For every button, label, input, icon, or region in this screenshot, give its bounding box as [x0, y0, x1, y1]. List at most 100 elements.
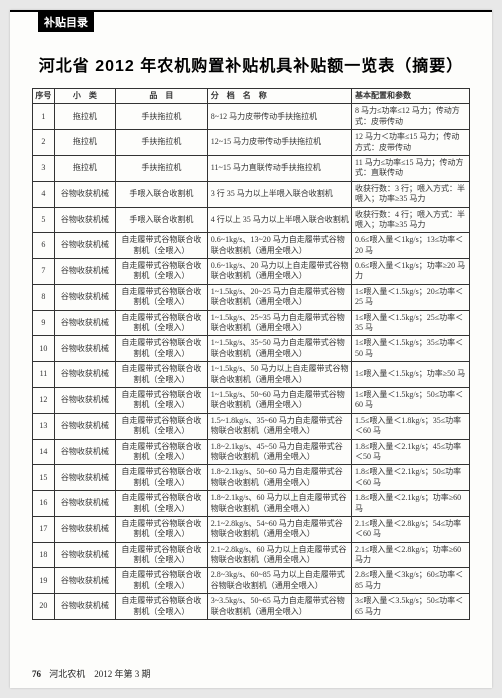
cell-prod: 自走履带式谷物联合收割机（全喂入）	[116, 284, 208, 310]
cell-conf: 1≤喂入量＜1.5kg/s；35≤功率＜50 马	[351, 336, 469, 362]
cell-prod: 手喂入联合收割机	[116, 181, 208, 207]
col-head-seq: 序号	[33, 89, 55, 104]
page-footer: 76 河北农机 2012 年第 3 期	[32, 667, 151, 680]
cell-cat: 谷物收获机械	[54, 284, 115, 310]
cell-prod: 自走履带式谷物联合收割机（全喂入）	[116, 336, 208, 362]
header-tab: 补贴目录	[38, 12, 94, 32]
cell-conf: 收获行数：3 行；喂入方式：半喂入；功率≥35 马力	[351, 181, 469, 207]
cell-cat: 谷物收获机械	[54, 542, 115, 568]
table-row: 7谷物收获机械自走履带式谷物联合收割机（全喂入）0.6~1kg/s、20 马力以…	[33, 259, 470, 285]
cell-spec: 3~3.5kg/s、50~65 马力自走履带式谷物联合收割机（通用全喂入）	[207, 594, 351, 620]
cell-prod: 手扶拖拉机	[116, 155, 208, 181]
cell-prod: 自走履带式谷物联合收割机（全喂入）	[116, 439, 208, 465]
cell-cat: 谷物收获机械	[54, 259, 115, 285]
table-row: 1拖拉机手扶拖拉机8~12 马力皮带传动手扶拖拉机8 马力≤功率≤12 马力；传…	[33, 104, 470, 130]
cell-conf: 12 马力＜功率≤15 马力；传动方式：皮带传动	[351, 130, 469, 156]
cell-cat: 拖拉机	[54, 104, 115, 130]
table-row: 17谷物收获机械自走履带式谷物联合收割机（全喂入）2.1~2.8kg/s、54~…	[33, 516, 470, 542]
col-head-prod: 品 目	[116, 89, 208, 104]
table-row: 13谷物收获机械自走履带式谷物联合收割机（全喂入）1.5~1.8kg/s、35~…	[33, 413, 470, 439]
cell-prod: 自走履带式谷物联合收割机（全喂入）	[116, 259, 208, 285]
cell-seq: 20	[33, 594, 55, 620]
cell-prod: 自走履带式谷物联合收割机（全喂入）	[116, 413, 208, 439]
cell-spec: 1.5~1.8kg/s、35~60 马力自走履带式谷物联合收割机（通用全喂入）	[207, 413, 351, 439]
cell-conf: 1.5≤喂入量＜1.8kg/s；35≤功率＜60 马	[351, 413, 469, 439]
cell-conf: 1≤喂入量＜1.5kg/s；25≤功率＜35 马	[351, 310, 469, 336]
table-header-row: 序号 小 类 品 目 分 档 名 称 基本配置和参数	[33, 89, 470, 104]
cell-spec: 2.1~2.8kg/s、60 马力以上自走履带式谷物联合收割机（通用全喂入）	[207, 542, 351, 568]
cell-conf: 2.1≤喂入量＜2.8kg/s；54≤功率＜60 马	[351, 516, 469, 542]
cell-spec: 2.1~2.8kg/s、54~60 马力自走履带式谷物联合收割机（通用全喂入）	[207, 516, 351, 542]
cell-cat: 谷物收获机械	[54, 362, 115, 388]
cell-spec: 1~1.5kg/s、50 马力以上自走履带式谷物联合收割机（通用全喂入）	[207, 362, 351, 388]
cell-spec: 8~12 马力皮带传动手扶拖拉机	[207, 104, 351, 130]
cell-seq: 19	[33, 568, 55, 594]
cell-spec: 1~1.5kg/s、50~60 马力自走履带式谷物联合收割机（通用全喂入）	[207, 387, 351, 413]
cell-conf: 0.6≤喂入量＜1kg/s；13≤功率＜20 马	[351, 233, 469, 259]
cell-seq: 16	[33, 491, 55, 517]
cell-spec: 0.6~1kg/s、13~20 马力自走履带式谷物联合收割机（通用全喂入）	[207, 233, 351, 259]
cell-spec: 1.8~2.1kg/s、45~50 马力自走履带式谷物联合收割机（通用全喂入）	[207, 439, 351, 465]
cell-seq: 9	[33, 310, 55, 336]
table-row: 9谷物收获机械自走履带式谷物联合收割机（全喂入）1~1.5kg/s、25~35 …	[33, 310, 470, 336]
cell-seq: 12	[33, 387, 55, 413]
cell-cat: 谷物收获机械	[54, 516, 115, 542]
cell-conf: 1.8≤喂入量＜2.1kg/s；功率≥60 马	[351, 491, 469, 517]
cell-prod: 自走履带式谷物联合收割机（全喂入）	[116, 491, 208, 517]
cell-cat: 谷物收获机械	[54, 336, 115, 362]
cell-spec: 1~1.5kg/s、25~35 马力自走履带式谷物联合收割机（通用全喂入）	[207, 310, 351, 336]
table-row: 19谷物收获机械自走履带式谷物联合收割机（全喂入）2.8~3kg/s、60~85…	[33, 568, 470, 594]
table-row: 20谷物收获机械自走履带式谷物联合收割机（全喂入）3~3.5kg/s、50~65…	[33, 594, 470, 620]
cell-cat: 谷物收获机械	[54, 207, 115, 233]
cell-cat: 谷物收获机械	[54, 181, 115, 207]
cell-conf: 2.8≤喂入量＜3kg/s；60≤功率＜85 马力	[351, 568, 469, 594]
cell-seq: 2	[33, 130, 55, 156]
cell-cat: 谷物收获机械	[54, 491, 115, 517]
table-row: 16谷物收获机械自走履带式谷物联合收割机（全喂入）1.8~2.1kg/s、60 …	[33, 491, 470, 517]
cell-prod: 自走履带式谷物联合收割机（全喂入）	[116, 387, 208, 413]
cell-seq: 10	[33, 336, 55, 362]
cell-cat: 谷物收获机械	[54, 233, 115, 259]
cell-seq: 7	[33, 259, 55, 285]
cell-prod: 自走履带式谷物联合收割机（全喂入）	[116, 310, 208, 336]
cell-seq: 8	[33, 284, 55, 310]
table-row: 5谷物收获机械手喂入联合收割机4 行以上 35 马力以上半喂入联合收割机收获行数…	[33, 207, 470, 233]
table-row: 6谷物收获机械自走履带式谷物联合收割机（全喂入）0.6~1kg/s、13~20 …	[33, 233, 470, 259]
cell-spec: 1.8~2.1kg/s、50~60 马力自走履带式谷物联合收割机（通用全喂入）	[207, 465, 351, 491]
cell-conf: 8 马力≤功率≤12 马力；传动方式：皮带传动	[351, 104, 469, 130]
cell-seq: 1	[33, 104, 55, 130]
cell-cat: 拖拉机	[54, 130, 115, 156]
cell-conf: 收获行数：4 行；喂入方式：半喂入；功率≥35 马力	[351, 207, 469, 233]
cell-prod: 手扶拖拉机	[116, 104, 208, 130]
cell-seq: 15	[33, 465, 55, 491]
cell-prod: 自走履带式谷物联合收割机（全喂入）	[116, 362, 208, 388]
page: 补贴目录 河北省 2012 年农机购置补贴机具补贴额一览表（摘要） 序号 小 类…	[10, 10, 492, 688]
cell-seq: 14	[33, 439, 55, 465]
cell-cat: 谷物收获机械	[54, 413, 115, 439]
table-row: 2拖拉机手扶拖拉机12~15 马力皮带传动手扶拖拉机12 马力＜功率≤15 马力…	[33, 130, 470, 156]
cell-seq: 17	[33, 516, 55, 542]
cell-seq: 4	[33, 181, 55, 207]
cell-cat: 谷物收获机械	[54, 439, 115, 465]
cell-spec: 2.8~3kg/s、60~85 马力以上自走履带式谷物联合收割机（通用全喂入）	[207, 568, 351, 594]
col-head-conf: 基本配置和参数	[351, 89, 469, 104]
cell-spec: 4 行以上 35 马力以上半喂入联合收割机	[207, 207, 351, 233]
table-row: 8谷物收获机械自走履带式谷物联合收割机（全喂入）1~1.5kg/s、20~25 …	[33, 284, 470, 310]
cell-prod: 自走履带式谷物联合收割机（全喂入）	[116, 568, 208, 594]
subsidy-table: 序号 小 类 品 目 分 档 名 称 基本配置和参数 1拖拉机手扶拖拉机8~12…	[32, 88, 470, 620]
cell-cat: 谷物收获机械	[54, 594, 115, 620]
table-row: 18谷物收获机械自走履带式谷物联合收割机（全喂入）2.1~2.8kg/s、60 …	[33, 542, 470, 568]
cell-seq: 5	[33, 207, 55, 233]
cell-spec: 12~15 马力皮带传动手扶拖拉机	[207, 130, 351, 156]
cell-spec: 1.8~2.1kg/s、60 马力以上自走履带式谷物联合收割机（通用全喂入）	[207, 491, 351, 517]
table-row: 14谷物收获机械自走履带式谷物联合收割机（全喂入）1.8~2.1kg/s、45~…	[33, 439, 470, 465]
cell-seq: 3	[33, 155, 55, 181]
table-row: 3拖拉机手扶拖拉机11~15 马力直联传动手扶拖拉机11 马力≤功率≤15 马力…	[33, 155, 470, 181]
cell-cat: 谷物收获机械	[54, 387, 115, 413]
col-head-cat: 小 类	[54, 89, 115, 104]
cell-conf: 0.6≤喂入量＜1kg/s；功率≥20 马力	[351, 259, 469, 285]
cell-seq: 11	[33, 362, 55, 388]
cell-spec: 0.6~1kg/s、20 马力以上自走履带式谷物联合收割机（通用全喂入）	[207, 259, 351, 285]
cell-seq: 6	[33, 233, 55, 259]
cell-conf: 11 马力≤功率≤15 马力；传动方式：直联传动	[351, 155, 469, 181]
